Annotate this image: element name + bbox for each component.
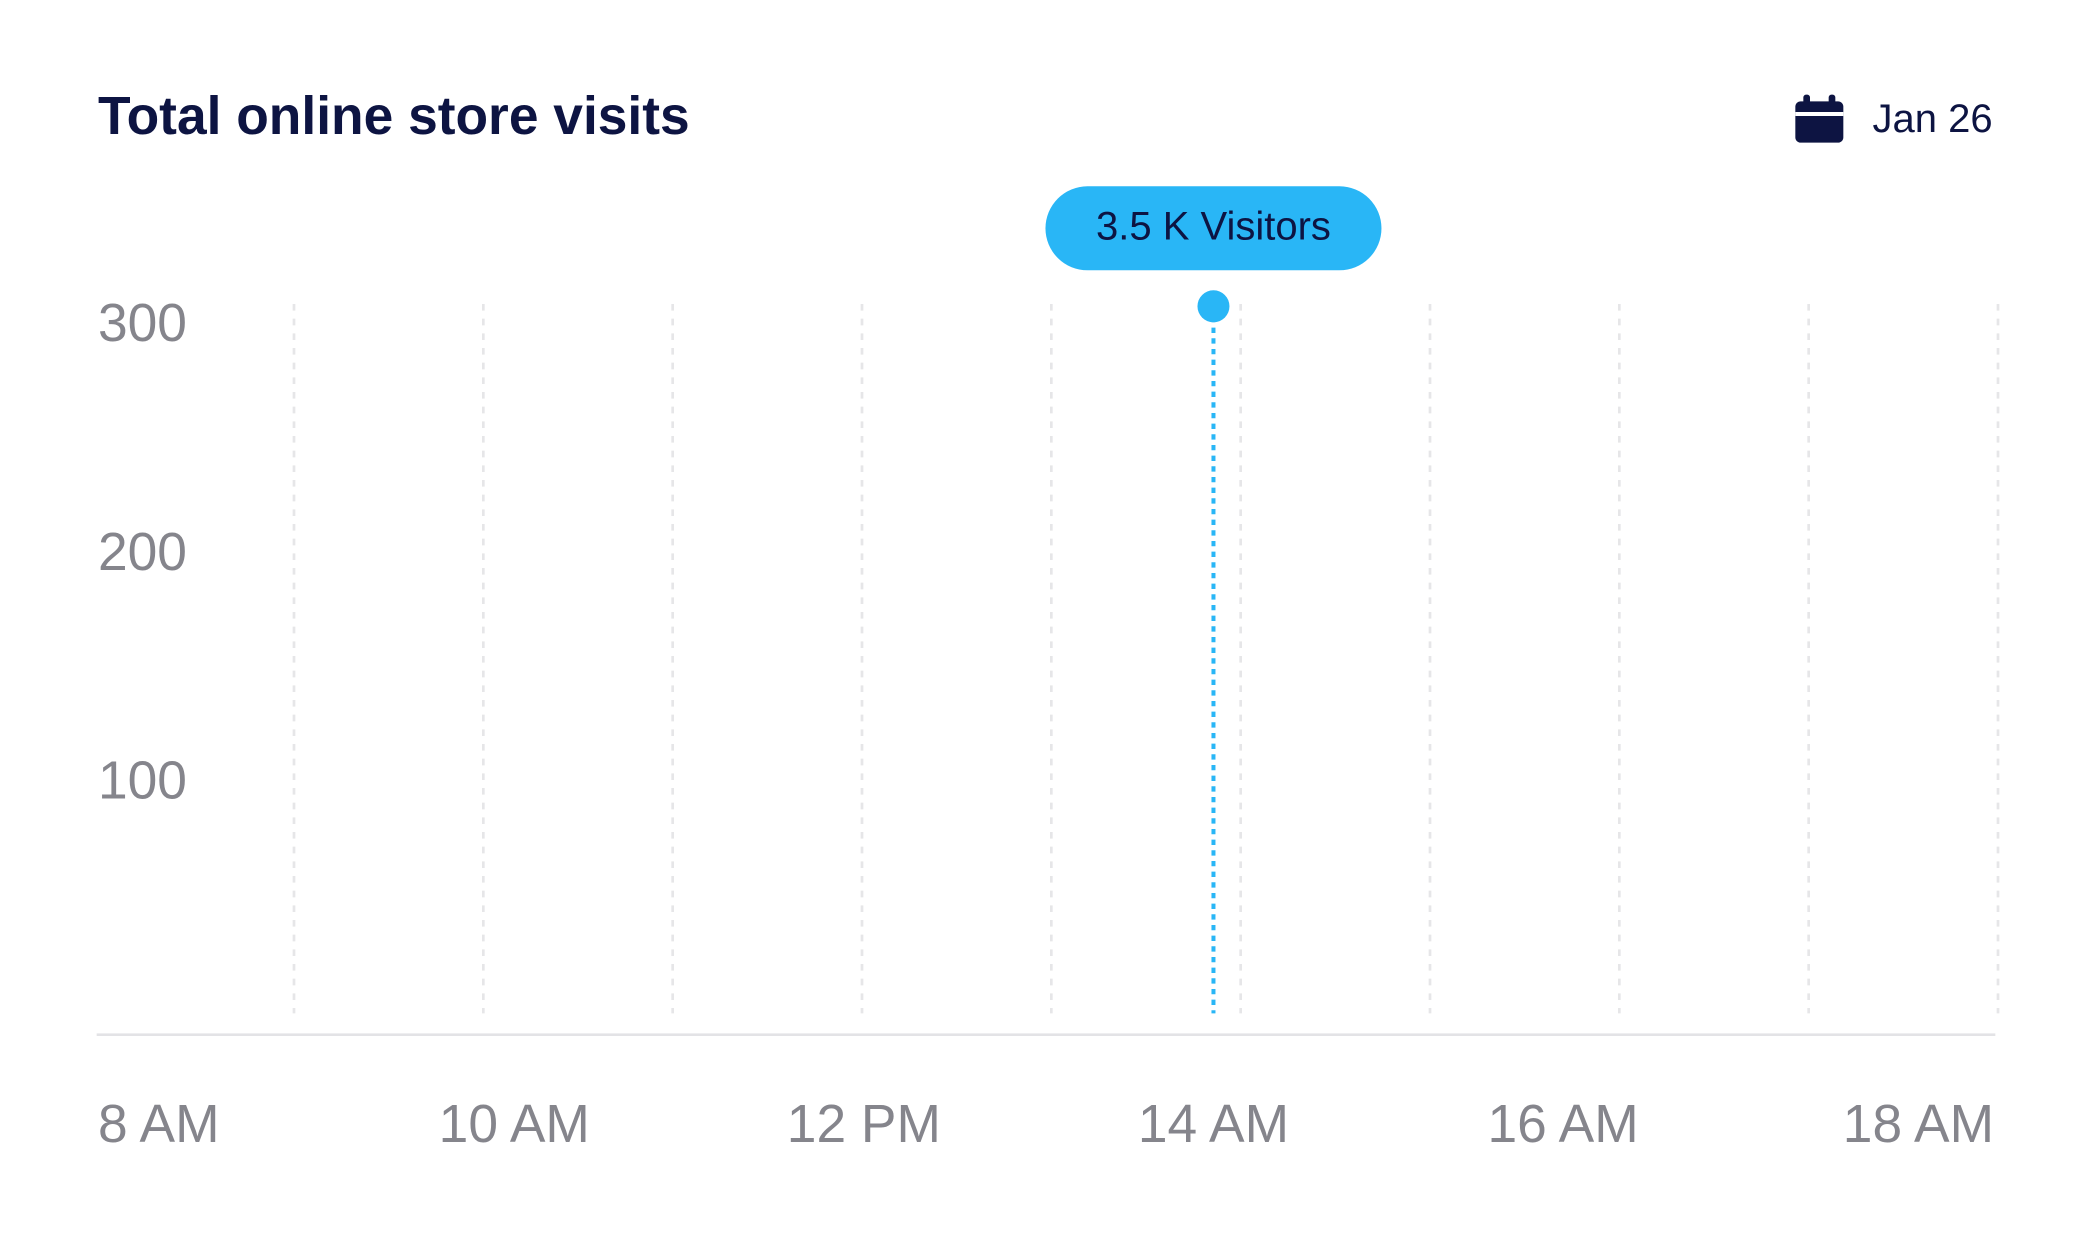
x-tick-label: 8 AM — [98, 1095, 220, 1154]
date-label: Jan 26 — [1873, 97, 1993, 141]
x-tick-label: 10 AM — [439, 1095, 590, 1154]
calendar-icon — [1795, 94, 1844, 143]
data-point — [1197, 290, 1230, 323]
chart-title: Total online store visits — [98, 87, 690, 146]
y-tick-label: 100 — [98, 752, 187, 811]
vertical-grid — [292, 304, 2000, 1014]
x-tick-label: 12 PM — [787, 1095, 941, 1154]
y-tick-label: 200 — [98, 523, 187, 582]
tooltip — [1045, 186, 1382, 271]
tooltip-label: 3.5 K Visitors — [1096, 205, 1331, 249]
y-tick-label: 300 — [98, 294, 187, 353]
x-tick-label: 16 AM — [1487, 1095, 1638, 1154]
x-tick-label: 18 AM — [1843, 1095, 1994, 1154]
x-tick-label: 14 AM — [1138, 1095, 1289, 1154]
